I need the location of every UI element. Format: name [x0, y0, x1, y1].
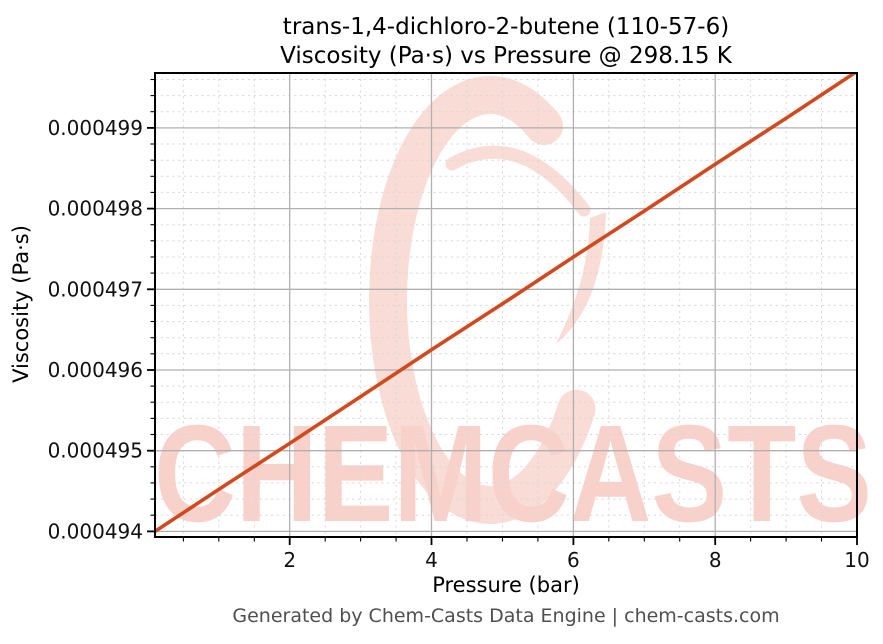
svg-text:0.000497: 0.000497: [48, 277, 143, 301]
svg-text:0.000496: 0.000496: [48, 358, 143, 382]
svg-text:2: 2: [283, 548, 296, 572]
watermark-chemcasts: CHEMCASTS: [154, 76, 872, 551]
svg-text:8: 8: [709, 548, 722, 572]
svg-text:0.000499: 0.000499: [48, 116, 143, 140]
tick-marks: [147, 78, 858, 545]
watermark-c-flick-icon: [556, 212, 606, 344]
watermark-c-icon: [369, 76, 596, 524]
x-tick-labels: 2 4 6 8 10: [283, 548, 869, 572]
grid-major: [155, 73, 858, 537]
y-tick-labels: 0.000494 0.000495 0.000496 0.000497 0.000498…: [48, 116, 143, 544]
x-axis-label: Pressure (bar): [432, 573, 580, 597]
svg-text:0.000495: 0.000495: [48, 439, 143, 463]
grid-minor: [155, 73, 857, 537]
footer-attribution: Generated by Chem-Casts Data Engine | ch…: [232, 605, 780, 627]
svg-text:4: 4: [425, 548, 438, 572]
svg-text:6: 6: [567, 548, 580, 572]
svg-text:0.000494: 0.000494: [48, 519, 143, 543]
watermark-c-echo-icon: [445, 145, 591, 217]
svg-text:10: 10: [844, 548, 869, 572]
chart-title-line2: Viscosity (Pa·s) vs Pressure @ 298.15 K: [280, 42, 732, 69]
chart-title-line1: trans-1,4-dichloro-2-butene (110-57-6): [282, 14, 730, 40]
series-line-viscositypas: [155, 73, 857, 534]
watermark-text: CHEMCASTS: [154, 397, 872, 551]
chart-title: trans-1,4-dichloro-2-butene (110-57-6) V…: [155, 13, 857, 70]
y-axis-label: Viscosity (Pa·s): [9, 225, 33, 383]
svg-text:0.000498: 0.000498: [48, 197, 143, 221]
